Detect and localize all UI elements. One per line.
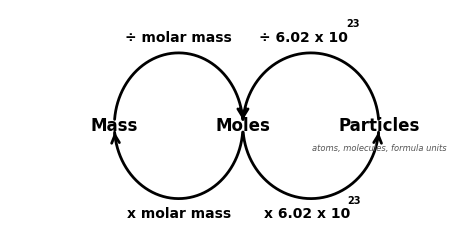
Text: 23: 23	[347, 195, 361, 205]
Text: 23: 23	[346, 19, 359, 29]
Text: x 6.02 x 10: x 6.02 x 10	[264, 207, 350, 221]
Text: Moles: Moles	[216, 117, 270, 135]
Text: Particles: Particles	[338, 117, 419, 135]
Text: Mass: Mass	[91, 117, 138, 135]
Text: ÷ 6.02 x 10: ÷ 6.02 x 10	[259, 31, 348, 45]
Text: atoms, molecules, formula units: atoms, molecules, formula units	[311, 144, 446, 153]
Text: ÷ molar mass: ÷ molar mass	[125, 31, 232, 45]
Text: x molar mass: x molar mass	[127, 207, 231, 221]
